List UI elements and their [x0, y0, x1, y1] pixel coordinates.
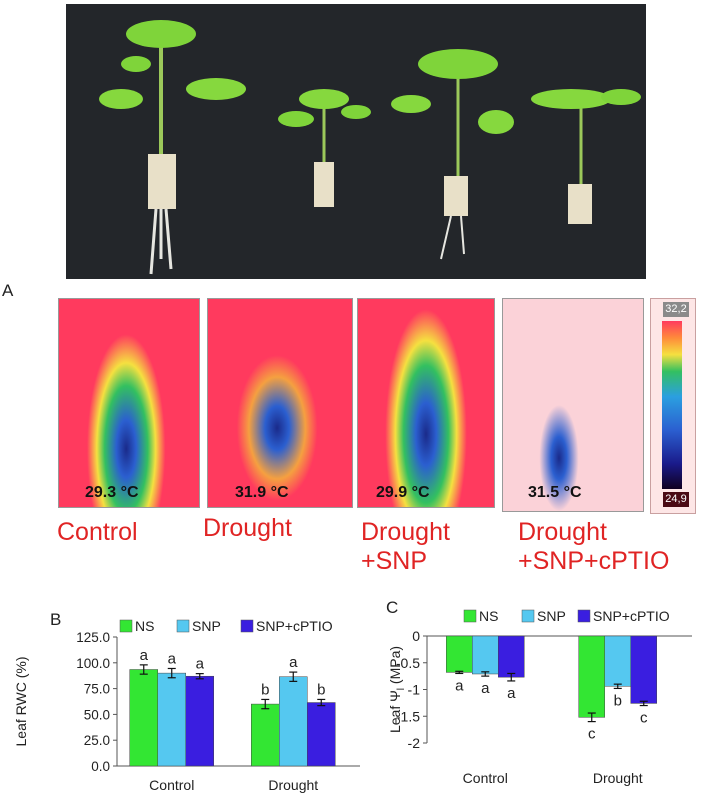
plant-drought-snp-cptio	[531, 89, 641, 224]
significance-letter: a	[140, 647, 149, 664]
temperature-scale: 32,2 24,9	[650, 298, 696, 514]
significance-letter: a	[196, 656, 205, 673]
thermal-image-drought	[207, 298, 353, 508]
plant-drought	[278, 89, 371, 207]
significance-letter: a	[481, 680, 490, 697]
legend-label: NS	[135, 618, 154, 634]
significance-letter: a	[168, 650, 177, 667]
significance-letter: b	[317, 681, 325, 698]
bar	[446, 635, 473, 673]
significance-letter: a	[289, 654, 298, 671]
panel-label-a: A	[2, 281, 14, 300]
bar	[498, 635, 525, 678]
legend-swatch	[521, 609, 535, 623]
legend-label: SNP	[192, 618, 221, 634]
legend-swatch	[176, 619, 190, 633]
temp-control: 29.3 °C	[85, 484, 139, 501]
legend-label: NS	[479, 608, 498, 624]
x-tick-label: Control	[149, 777, 194, 793]
bar	[307, 702, 336, 767]
y-tick-label: -2	[408, 735, 421, 751]
chart-leaf-rwc: NS SNP SNP+cPTIO 0.0 25.0 50.0 75.0 100.0 125.0 L…	[13, 618, 360, 793]
bar	[578, 635, 605, 718]
plant-control	[99, 20, 246, 275]
panel-label-c: C	[386, 598, 399, 617]
temp-drought-snp: 29.9 °C	[376, 484, 430, 501]
scale-min-label: 24,9	[663, 492, 689, 507]
condition-line2: +SNP	[361, 547, 428, 575]
plants-illustration	[99, 20, 641, 275]
significance-letter: c	[588, 726, 596, 743]
legend-swatch	[577, 609, 591, 623]
y-tick-label: -1.5	[396, 708, 420, 724]
condition-line1: Control	[57, 518, 138, 546]
y-tick-label: 25.0	[84, 733, 110, 748]
y-tick-label: -1	[408, 682, 421, 698]
y-axis-label: Leaf RWC (%)	[13, 657, 29, 747]
y-tick-label: 125.0	[76, 630, 110, 645]
bar	[185, 675, 214, 767]
legend-swatch	[240, 619, 254, 633]
legend-label: SNP+cPTIO	[256, 618, 333, 634]
significance-letter: a	[455, 677, 464, 694]
legend-label: SNP	[537, 608, 566, 624]
x-tick-label: Drought	[593, 770, 643, 786]
condition-line2: +SNP+cPTIO	[518, 547, 670, 575]
y-tick-label: 100.0	[76, 656, 110, 671]
bar	[630, 635, 657, 704]
panel-label-b: B	[50, 610, 62, 629]
temperature-gradient	[662, 321, 682, 489]
significance-letter: b	[614, 692, 622, 709]
y-tick-label: 0.0	[91, 759, 110, 774]
plant-drought-snp	[391, 49, 514, 260]
bar	[157, 672, 186, 767]
temp-drought: 31.9 °C	[235, 484, 289, 501]
y-tick-label: 0	[412, 628, 420, 644]
y-tick-label: 75.0	[84, 682, 110, 697]
significance-letter: a	[507, 685, 516, 702]
condition-line1: Drought	[518, 518, 607, 546]
bar	[129, 669, 158, 767]
x-tick-label: Drought	[268, 777, 318, 793]
x-tick-label: Control	[463, 770, 508, 786]
significance-letter: b	[261, 681, 269, 698]
significance-letter: c	[640, 710, 648, 727]
legend-swatch	[463, 609, 477, 623]
bar	[472, 635, 499, 675]
legend-label: SNP+cPTIO	[593, 608, 670, 624]
condition-label-drought-snp-cptio: Drought +SNP+cPTIO	[518, 518, 669, 576]
scale-max-label: 32,2	[663, 302, 689, 317]
y-axis-label: Leaf Ψl (MPa)	[387, 646, 407, 733]
y-tick-label: -0.5	[396, 655, 420, 671]
condition-label-drought-snp: Drought +SNP	[361, 518, 450, 576]
bar	[251, 703, 280, 767]
plants-photo	[66, 4, 646, 279]
thermal-image-drought-snp-cptio	[502, 298, 644, 512]
thermal-image-control	[58, 298, 200, 508]
condition-line1: Drought	[361, 518, 450, 546]
condition-label-control: Control	[57, 518, 138, 547]
legend-swatch	[119, 619, 133, 633]
bar	[604, 635, 631, 687]
condition-line1: Drought	[203, 514, 292, 542]
temp-drought-snp-cptio: 31.5 °C	[528, 484, 582, 501]
bar	[279, 676, 308, 767]
thermal-image-drought-snp	[357, 298, 495, 508]
y-tick-label: 50.0	[84, 707, 110, 722]
condition-label-drought: Drought	[203, 514, 292, 543]
